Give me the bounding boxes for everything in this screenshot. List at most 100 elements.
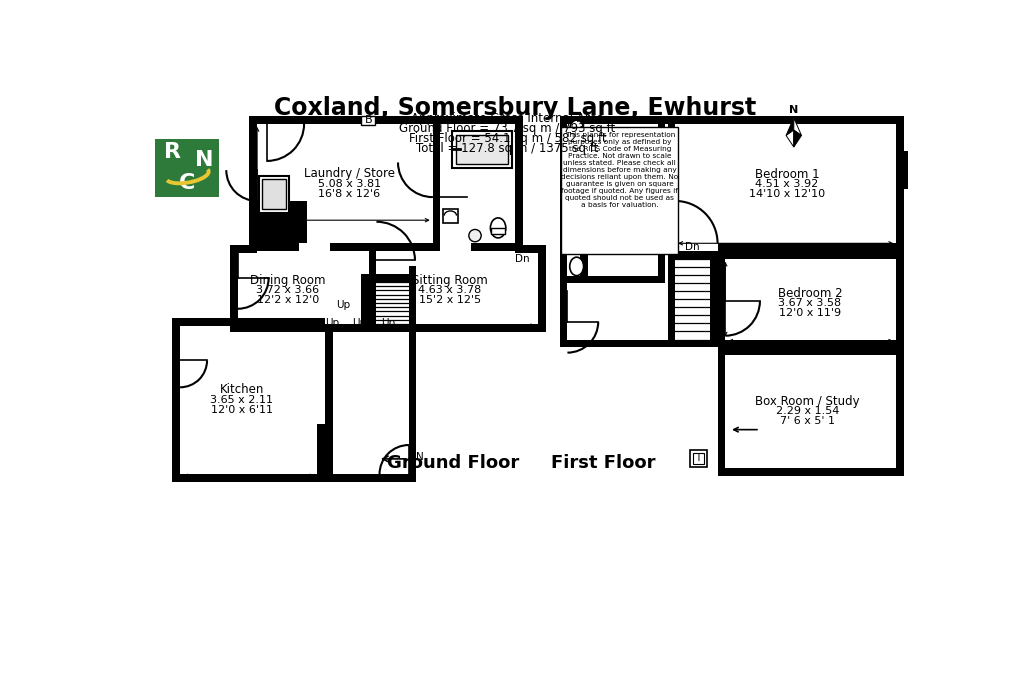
Text: Coxland, Somersbury Lane, Ewhurst: Coxland, Somersbury Lane, Ewhurst <box>274 97 755 120</box>
Polygon shape <box>793 130 801 147</box>
Bar <box>361 116 375 126</box>
Bar <box>580 214 619 222</box>
Bar <box>257 124 432 243</box>
Text: 3.72 x 3.66: 3.72 x 3.66 <box>256 286 319 295</box>
Bar <box>257 201 300 243</box>
Bar <box>675 124 896 243</box>
Bar <box>432 163 440 197</box>
Text: First Floor: First Floor <box>551 454 655 472</box>
Text: 4.63 x 3.78: 4.63 x 3.78 <box>418 286 481 295</box>
Bar <box>259 175 288 212</box>
Circle shape <box>469 229 481 242</box>
Text: Bedroom 2: Bedroom 2 <box>776 287 842 300</box>
Bar <box>451 131 512 168</box>
Bar <box>903 152 912 188</box>
Bar <box>689 449 706 466</box>
Text: Dining Room: Dining Room <box>250 274 325 287</box>
Bar <box>471 243 523 251</box>
Text: Up: Up <box>324 318 338 328</box>
Bar <box>709 251 716 347</box>
Ellipse shape <box>570 120 583 139</box>
Bar <box>332 475 409 482</box>
Bar <box>538 245 545 332</box>
Bar <box>361 274 369 324</box>
Bar <box>716 339 903 347</box>
Text: 14'10 x 12'10: 14'10 x 12'10 <box>748 189 824 199</box>
Bar <box>725 258 896 339</box>
Bar <box>409 267 416 475</box>
Bar <box>559 284 567 347</box>
Bar <box>262 179 285 209</box>
Circle shape <box>610 205 626 220</box>
Text: 15'2 x 12'5: 15'2 x 12'5 <box>418 295 480 305</box>
Text: Bedroom 1: Bedroom 1 <box>754 167 818 180</box>
Bar <box>440 124 515 243</box>
Bar <box>432 124 440 243</box>
Bar <box>180 310 317 475</box>
Bar <box>250 243 300 251</box>
Bar <box>666 243 716 251</box>
Bar <box>666 339 716 347</box>
Bar <box>330 243 440 251</box>
Text: R: R <box>164 142 180 163</box>
Bar <box>442 209 458 222</box>
Text: Total = 127.8 sq m / 1375 sq ft: Total = 127.8 sq m / 1375 sq ft <box>416 142 598 156</box>
Text: Ground Floor = 73.7 sq m / 793 sq ft: Ground Floor = 73.7 sq m / 793 sq ft <box>398 122 614 135</box>
Bar <box>896 347 903 476</box>
Bar <box>332 475 409 482</box>
Bar <box>324 318 409 475</box>
Bar <box>666 251 675 347</box>
Bar <box>369 245 376 324</box>
Bar <box>409 326 416 482</box>
Ellipse shape <box>570 257 583 275</box>
Bar <box>230 247 237 278</box>
Bar <box>522 245 545 252</box>
Text: Up: Up <box>380 318 394 328</box>
Text: Sitting Room: Sitting Room <box>412 274 487 287</box>
Text: Kitchen: Kitchen <box>219 383 264 396</box>
Bar <box>172 318 180 482</box>
Text: 12'0 x 6'11: 12'0 x 6'11 <box>211 405 272 415</box>
Bar <box>559 275 664 284</box>
Text: T: T <box>695 453 700 463</box>
Text: First Floor = 54.1 sq m / 582 sq ft: First Floor = 54.1 sq m / 582 sq ft <box>409 133 605 146</box>
Bar <box>896 116 903 251</box>
Bar <box>250 116 523 124</box>
Bar <box>569 129 582 135</box>
Bar <box>584 190 653 235</box>
Bar <box>896 116 903 476</box>
Ellipse shape <box>490 218 505 238</box>
Bar <box>666 116 675 251</box>
Bar <box>300 201 307 243</box>
Bar <box>455 135 507 164</box>
Bar <box>716 468 903 476</box>
Bar <box>515 243 523 252</box>
Text: C: C <box>178 173 195 193</box>
Bar <box>324 475 416 482</box>
Bar <box>361 274 416 282</box>
Bar <box>559 116 903 124</box>
Text: Dn: Dn <box>515 254 530 264</box>
Text: Up: Up <box>353 318 366 328</box>
Bar <box>559 116 567 284</box>
Bar <box>716 243 903 251</box>
Bar <box>560 127 678 254</box>
Text: IN: IN <box>413 452 423 462</box>
Bar <box>237 252 538 324</box>
Bar <box>259 116 297 124</box>
Bar <box>896 251 903 347</box>
Text: 3.65 x 2.11: 3.65 x 2.11 <box>210 394 273 405</box>
Text: 12'0 x 11'9: 12'0 x 11'9 <box>779 308 841 318</box>
Text: 2.29 x 1.54: 2.29 x 1.54 <box>775 406 839 416</box>
Bar <box>725 355 896 468</box>
Bar <box>172 475 324 482</box>
Text: Approximate Gross Internal Area: Approximate Gross Internal Area <box>411 112 603 125</box>
Text: 5.08 x 3.81: 5.08 x 3.81 <box>318 179 381 189</box>
Bar <box>250 170 257 201</box>
Bar <box>376 252 422 260</box>
Bar <box>692 453 703 464</box>
Bar <box>230 324 545 332</box>
Bar <box>568 155 585 169</box>
Bar <box>559 291 567 322</box>
Polygon shape <box>786 130 793 147</box>
